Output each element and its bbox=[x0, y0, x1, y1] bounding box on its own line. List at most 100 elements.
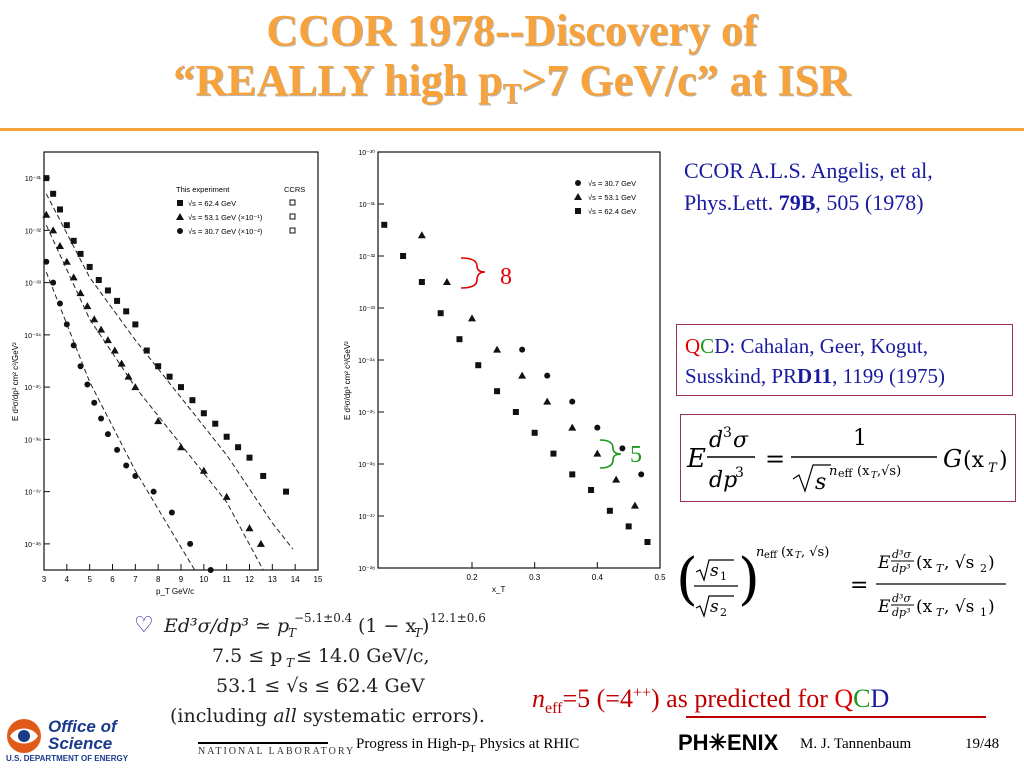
svg-text:=: = bbox=[765, 445, 785, 473]
data-point-circle bbox=[98, 415, 105, 422]
svg-text:E: E bbox=[686, 444, 706, 474]
title-line-2: “REALLY high pT>7 GeV/c” at ISR bbox=[173, 56, 851, 110]
data-point-square bbox=[625, 523, 632, 530]
svg-text:T: T bbox=[871, 471, 878, 481]
fit-result-formula: Ed³σ/dp³ ≃ p T −5.1±0.4 (1 − x T ) 12.1±… bbox=[163, 611, 486, 727]
y-axis-label: E d³σ/dp³ cm² c³/GeV² bbox=[11, 342, 20, 421]
data-point-triangle bbox=[97, 325, 106, 333]
title-line-1: CCOR 1978--Discovery of bbox=[266, 6, 758, 55]
svg-text:dp: dp bbox=[709, 468, 737, 493]
svg-text:(including all systematic erro: (including all systematic errors). bbox=[170, 705, 485, 727]
office-of-science-label: Office of Science bbox=[48, 717, 117, 753]
data-point-circle bbox=[91, 399, 98, 406]
svg-text:n: n bbox=[829, 464, 837, 479]
data-point-triangle bbox=[256, 539, 265, 547]
data-point-square bbox=[512, 409, 519, 415]
svg-text:T: T bbox=[936, 562, 945, 575]
svg-text:eff: eff bbox=[838, 467, 854, 480]
svg-text:E: E bbox=[877, 553, 891, 573]
data-point-circle bbox=[187, 540, 194, 547]
legend-entry: √s = 53.1 GeV (×10⁻¹) bbox=[188, 213, 263, 222]
data-point-square bbox=[260, 472, 267, 479]
y-tick-label: 10⁻³⁶ bbox=[24, 437, 41, 444]
data-point-triangle bbox=[518, 371, 527, 379]
data-point-triangle bbox=[42, 210, 51, 218]
data-point-circle bbox=[123, 462, 130, 469]
x-tick-label: 0.3 bbox=[529, 573, 541, 582]
data-point-circle bbox=[114, 446, 121, 453]
data-point-circle bbox=[77, 363, 84, 370]
data-point-square bbox=[77, 250, 84, 257]
y-tick-label: 10⁻³¹ bbox=[359, 202, 376, 209]
x-tick-label: 7 bbox=[133, 575, 138, 584]
x-tick-label: 0.2 bbox=[466, 573, 478, 582]
svg-text:(: ( bbox=[676, 547, 698, 612]
legend-ccrs-marker bbox=[289, 227, 296, 234]
data-point-square bbox=[43, 175, 50, 182]
y-tick-label: 10⁻³⁷ bbox=[25, 490, 42, 497]
qcd-reference-box: QCD: Cahalan, Geer, Kogut, Susskind, PRD… bbox=[676, 324, 1013, 396]
svg-text:): ) bbox=[999, 448, 1008, 473]
data-point-square bbox=[143, 347, 150, 354]
legend-marker-square bbox=[575, 208, 581, 214]
data-point-triangle bbox=[199, 466, 208, 474]
data-point-circle bbox=[104, 431, 111, 438]
svg-text:d: d bbox=[709, 428, 723, 453]
data-point-circle bbox=[132, 472, 139, 479]
data-point-square bbox=[381, 221, 388, 228]
data-point-triangle bbox=[468, 314, 476, 322]
x-axis-label: p_T GeV/c bbox=[156, 587, 194, 596]
svg-text:, √s): , √s) bbox=[801, 545, 829, 560]
svg-text:s: s bbox=[710, 561, 719, 581]
data-point-triangle bbox=[154, 417, 163, 425]
xt-scaling-chart: 0.2 0.3 0.4 0.5 10⁻³⁰ 10⁻³¹ 10⁻³² 10⁻³³ 10⁻³⁴ 10⁻… bbox=[343, 149, 666, 594]
data-point-square bbox=[223, 433, 230, 440]
annotation-overlay bbox=[460, 257, 622, 469]
annotation-exponent-8: 8 bbox=[500, 264, 512, 290]
y-tick-label: 10⁻³⁵ bbox=[24, 385, 41, 392]
legend-marker-circle bbox=[177, 228, 183, 234]
data-point-square bbox=[114, 297, 121, 304]
y-tick-label: 10⁻³¹ bbox=[25, 176, 42, 183]
data-point-circle bbox=[519, 346, 526, 353]
data-point-square bbox=[63, 222, 70, 229]
legend-entry: √s = 53.1 GeV bbox=[588, 193, 636, 202]
svg-text:(x: (x bbox=[916, 553, 933, 573]
x-tick-label: 0.4 bbox=[592, 573, 604, 582]
data-point-square bbox=[155, 363, 162, 370]
svg-text:(x: (x bbox=[963, 448, 985, 473]
data-point-square bbox=[200, 410, 207, 417]
svg-text:1: 1 bbox=[980, 606, 987, 619]
svg-text:dp³: dp³ bbox=[892, 562, 911, 575]
svg-text:≤ 14.0 GeV/c,: ≤ 14.0 GeV/c, bbox=[296, 645, 430, 667]
lab-label: NATIONAL LABORATORY bbox=[198, 746, 356, 757]
x-tick-label: 6 bbox=[110, 575, 115, 584]
data-point-triangle bbox=[117, 359, 126, 367]
x-tick-label: 10 bbox=[199, 575, 208, 584]
legend-marker-triangle bbox=[176, 213, 184, 220]
x-tick-label: 9 bbox=[179, 575, 184, 584]
svg-text:53.1 ≤ √s ≤ 62.4 GeV: 53.1 ≤ √s ≤ 62.4 GeV bbox=[216, 675, 425, 697]
x-tick-label: 11 bbox=[223, 575, 232, 584]
data-point-triangle bbox=[69, 273, 78, 281]
svg-text:3: 3 bbox=[735, 465, 744, 481]
x-tick-label: 15 bbox=[314, 575, 323, 584]
legend-entry: √s = 30.7 GeV bbox=[588, 179, 636, 188]
data-point-circle bbox=[84, 381, 91, 388]
svg-text:2: 2 bbox=[720, 606, 727, 619]
x-tick-label: 5 bbox=[87, 575, 92, 584]
x-tick-label: 13 bbox=[268, 575, 277, 584]
svg-text:s: s bbox=[815, 470, 826, 495]
svg-text:,√s): ,√s) bbox=[877, 464, 901, 479]
legend-ccrs-marker bbox=[289, 199, 296, 206]
neff-underline bbox=[686, 716, 986, 718]
data-point-circle bbox=[638, 471, 645, 478]
y-tick-label: 10⁻³² bbox=[359, 254, 376, 261]
plot-frame bbox=[43, 151, 319, 571]
data-point-triangle bbox=[630, 501, 639, 509]
annotation-exponent-5: 5 bbox=[630, 442, 642, 468]
legend-entry: √s = 62.4 GeV bbox=[188, 199, 236, 208]
data-point-triangle bbox=[55, 242, 64, 250]
svg-text:3: 3 bbox=[723, 425, 732, 441]
